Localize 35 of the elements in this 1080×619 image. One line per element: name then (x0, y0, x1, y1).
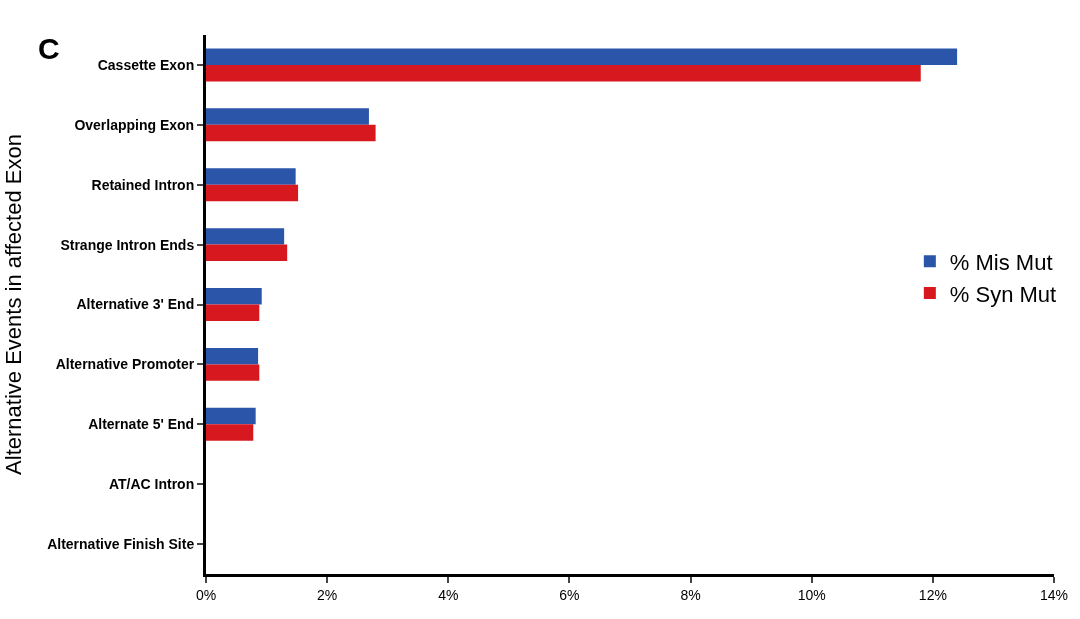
x-tick-label: 0% (195, 586, 217, 603)
y-tick-label: Alternative Promoter (55, 356, 195, 373)
bar (206, 124, 376, 142)
bar (206, 228, 285, 245)
bar (206, 64, 921, 82)
bar (206, 304, 260, 321)
x-tick-label: 2% (317, 586, 338, 603)
bar (206, 108, 369, 125)
y-tick-label: Cassette Exon (97, 56, 195, 73)
text: C (38, 32, 60, 65)
legend-label: % Syn Mut (949, 281, 1057, 307)
y-tick-label: Strange Intron Ends (60, 236, 195, 253)
bar (206, 407, 256, 425)
bar (206, 184, 299, 202)
bar (206, 347, 259, 365)
x-tick-label: 4% (438, 586, 459, 603)
legend-label: % Mis Mut (949, 249, 1053, 275)
x-tick-label: 14% (1039, 586, 1069, 603)
bar (206, 288, 262, 305)
bar (206, 244, 288, 262)
y-tick-label: AT/AC Intron (108, 476, 195, 493)
bar (206, 168, 296, 185)
y-axis-title: Alternative Events in affected Exon (0, 134, 26, 475)
y-tick-label: Alternate 5' End (88, 416, 195, 433)
x-tick-label: 12% (918, 586, 947, 603)
y-tick-label: Retained Intron (91, 176, 195, 193)
y-tick-label: Alternative Finish Site (47, 535, 195, 552)
bar (206, 48, 958, 65)
x-tick-label: 8% (680, 586, 701, 603)
y-tick-label: Alternative 3' End (76, 296, 195, 313)
x-tick-label: 6% (559, 586, 580, 603)
y-tick-label: Overlapping Exon (74, 116, 195, 133)
bar (206, 364, 260, 381)
x-tick-label: 10% (797, 586, 826, 603)
bar (206, 424, 254, 441)
